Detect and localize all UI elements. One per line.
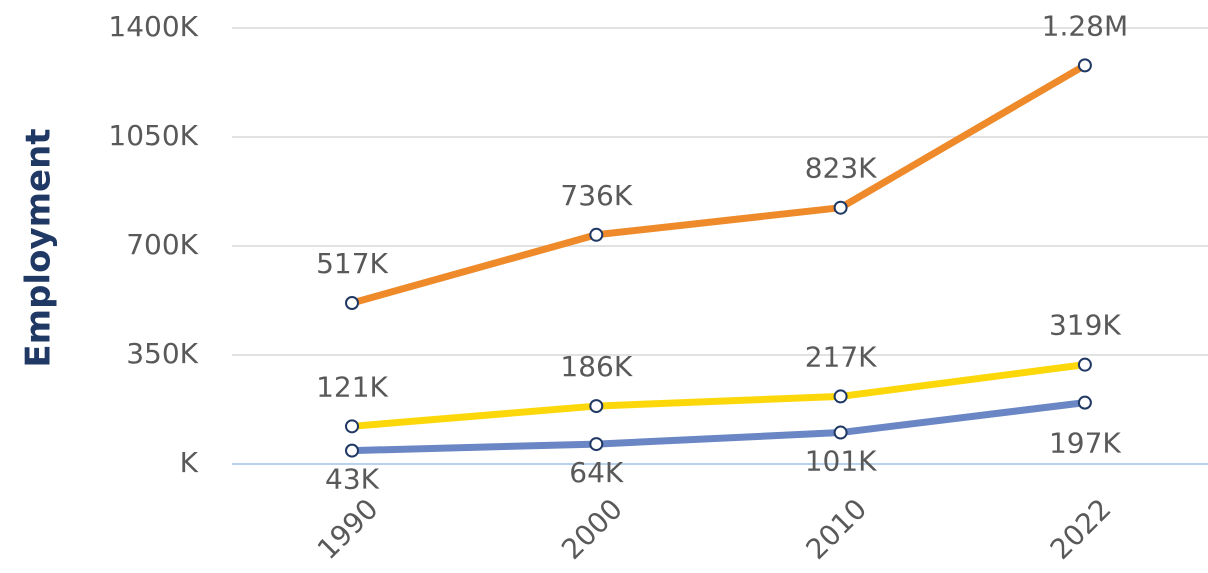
data-label: 823K bbox=[805, 152, 877, 185]
data-label: 736K bbox=[560, 179, 632, 212]
y-tick-label: 350K bbox=[126, 337, 198, 370]
data-label: 197K bbox=[1049, 427, 1121, 460]
point-marker bbox=[1077, 58, 1092, 73]
data-label: 217K bbox=[805, 340, 877, 373]
data-label: 186K bbox=[560, 350, 632, 383]
point-marker bbox=[1077, 395, 1092, 410]
point-marker bbox=[345, 295, 359, 310]
x-tick-label: 1990 bbox=[311, 492, 385, 566]
data-label: 64K bbox=[569, 456, 624, 489]
point-marker bbox=[1077, 357, 1092, 372]
data-label: 517K bbox=[316, 247, 388, 280]
point-marker bbox=[833, 389, 848, 404]
point-marker bbox=[589, 399, 604, 414]
point-marker bbox=[345, 419, 359, 434]
point-marker bbox=[589, 227, 604, 242]
x-tick-label: 2010 bbox=[799, 492, 873, 566]
point-marker bbox=[833, 425, 848, 440]
point-marker bbox=[833, 200, 848, 215]
x-tick-label: 2022 bbox=[1044, 492, 1118, 566]
y-tick-label: 1050K bbox=[108, 119, 198, 152]
data-label: 1.28M bbox=[1042, 9, 1129, 42]
x-tick-label: 2000 bbox=[555, 492, 629, 566]
y-tick-label: 1400K bbox=[108, 10, 198, 43]
series-line bbox=[351, 399, 1086, 455]
series-line bbox=[351, 62, 1087, 307]
data-label: 121K bbox=[316, 370, 388, 403]
y-tick-label: K bbox=[180, 446, 199, 479]
point-marker bbox=[589, 437, 604, 452]
data-label: 101K bbox=[805, 445, 877, 478]
data-label: 43K bbox=[325, 463, 380, 496]
y-axis-label: Employment bbox=[19, 128, 59, 367]
series-line bbox=[351, 361, 1086, 430]
data-label: 319K bbox=[1049, 309, 1121, 342]
y-tick-label: 700K bbox=[126, 228, 198, 261]
point-marker bbox=[345, 443, 359, 458]
